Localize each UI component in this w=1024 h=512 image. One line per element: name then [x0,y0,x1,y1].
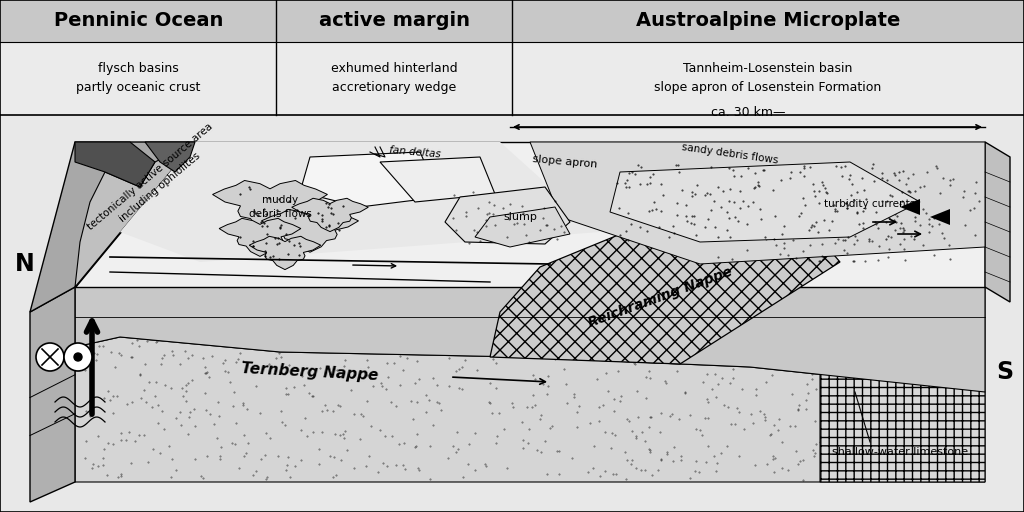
Polygon shape [75,142,155,187]
Bar [276,0,512,42]
Text: shallow-water limestone: shallow-water limestone [831,447,968,457]
Text: slump: slump [503,212,537,222]
Bar [512,0,1024,42]
Text: Austroalpine Microplate: Austroalpine Microplate [636,11,900,31]
Polygon shape [380,157,495,202]
Polygon shape [219,218,301,257]
Text: slope apron: slope apron [532,154,598,170]
Polygon shape [213,180,328,233]
Text: turbidity currents: turbidity currents [824,199,915,209]
Text: Ternberg Nappe: Ternberg Nappe [241,361,379,383]
Polygon shape [120,142,600,262]
Text: Penninic Ocean: Penninic Ocean [53,11,223,31]
Polygon shape [30,142,195,312]
Polygon shape [249,237,321,270]
Polygon shape [475,207,570,247]
Text: sandy debris flows: sandy debris flows [681,142,779,166]
Text: N: N [15,252,35,276]
Circle shape [36,343,63,371]
Polygon shape [75,142,195,287]
Polygon shape [75,142,985,287]
Polygon shape [300,152,440,207]
Polygon shape [30,287,75,502]
Text: S: S [996,360,1014,384]
Polygon shape [490,222,840,364]
Bar [0,115,1024,512]
Text: ca. 30 km—: ca. 30 km— [711,106,785,119]
Polygon shape [261,209,358,252]
Polygon shape [75,337,985,482]
Text: active margin: active margin [318,11,470,31]
Text: exhumed hinterland
accretionary wedge: exhumed hinterland accretionary wedge [331,62,458,94]
Bar [0,0,1024,115]
Polygon shape [985,142,1010,302]
Polygon shape [820,157,985,482]
Circle shape [74,353,82,361]
Text: tectonically active source area
including ophiolites: tectonically active source area includin… [86,121,224,243]
Polygon shape [75,287,985,392]
Polygon shape [900,199,920,215]
Polygon shape [610,162,920,242]
Polygon shape [530,142,985,264]
Polygon shape [930,209,950,225]
Polygon shape [445,187,570,244]
Text: Tannheim-Losenstein basin
slope apron of Losenstein Formation: Tannheim-Losenstein basin slope apron of… [654,62,882,94]
Text: fan deltas: fan deltas [389,145,441,159]
Bar [0,0,276,42]
Text: muddy
debris flows: muddy debris flows [249,196,311,219]
Circle shape [63,343,92,371]
Text: flysch basins
partly oceanic crust: flysch basins partly oceanic crust [76,62,201,94]
Polygon shape [292,198,369,231]
Polygon shape [145,142,195,172]
Text: Reichraming Nappe: Reichraming Nappe [586,264,734,330]
